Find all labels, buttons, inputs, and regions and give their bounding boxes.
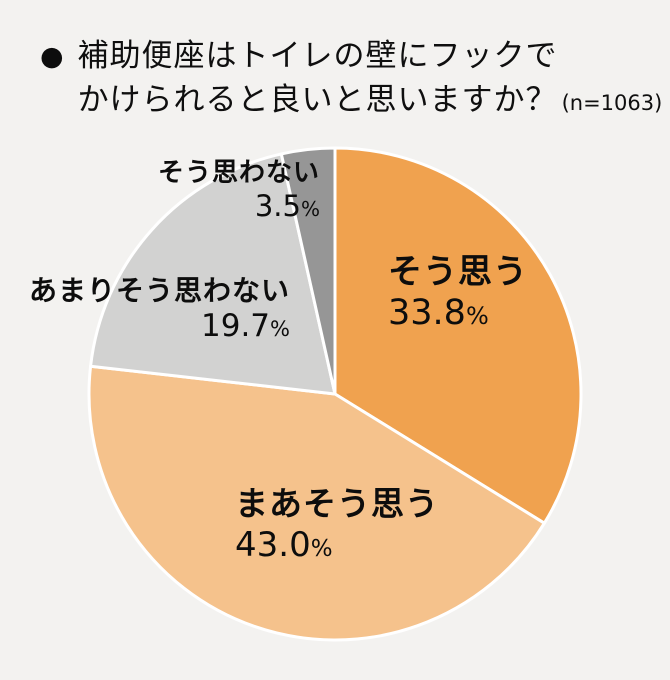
slice-percent: 19.7% <box>201 308 290 344</box>
slice-percent: 43.0% <box>235 525 333 565</box>
slice-label-agree: そう思う 33.8% <box>388 252 528 337</box>
slice-label-text: そう思う <box>388 252 528 292</box>
pie-slice-1 <box>87 364 546 642</box>
chart-title: ● 補助便座はトイレの壁にフックで かけられると良いと思いますか？ (n=1063… <box>40 34 662 125</box>
chart-title-text: 補助便座はトイレの壁にフックで かけられると良いと思いますか？ (n=1063) <box>78 34 663 125</box>
slice-label-text: まあそう思う <box>235 484 439 523</box>
chart-title-line2: かけられると良いと思いますか？ (n=1063) <box>77 82 663 118</box>
pie-slice-3 <box>279 146 337 396</box>
pie-slice-0 <box>333 146 583 525</box>
slice-label-text: あまりそう思わない <box>28 274 290 307</box>
slice-label-disagree: そう思わない 3.5% <box>158 158 320 227</box>
slice-label-somewhat-agree: まあそう思う 43.0% <box>235 484 439 570</box>
slice-percent: 3.5% <box>254 189 320 223</box>
sample-size: (n=1063) <box>561 91 663 115</box>
slice-label-somewhat-disagree: あまりそう思わない 19.7% <box>29 274 290 348</box>
slice-percent: 33.8% <box>388 293 489 333</box>
chart-title-line1: 補助便座はトイレの壁にフックで <box>77 38 558 74</box>
bullet-icon: ● <box>40 41 64 72</box>
pie-slice-2 <box>89 152 337 396</box>
slice-label-text: そう思わない <box>157 158 320 188</box>
